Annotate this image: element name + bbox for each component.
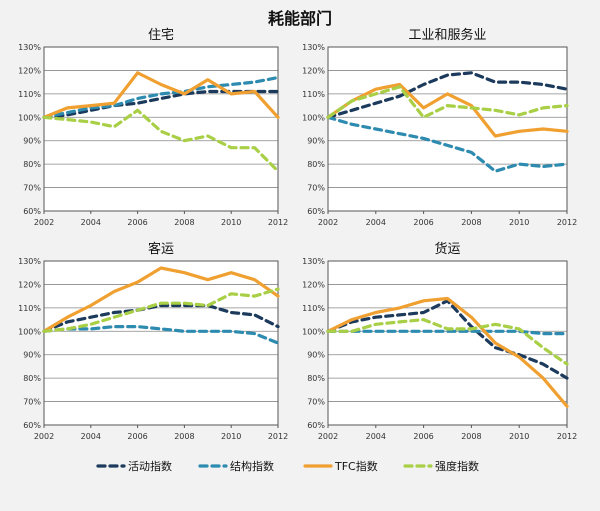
y-tick-label: 90%: [23, 351, 41, 360]
y-tick-label: 100%: [302, 113, 325, 122]
y-tick-label: 100%: [302, 327, 325, 336]
x-tick-label: 2002: [318, 432, 338, 441]
legend-label-activity: 活动指数: [128, 459, 172, 473]
y-tick-label: 80%: [23, 160, 41, 169]
y-tick-label: 70%: [23, 184, 41, 193]
plot-frame: [43, 46, 279, 212]
panel-title: 客运: [148, 241, 174, 257]
y-tick-label: 120%: [302, 280, 325, 289]
y-tick-label: 90%: [307, 351, 325, 360]
y-tick-label: 100%: [18, 327, 41, 336]
x-tick-label: 2004: [366, 218, 386, 227]
y-tick-label: 120%: [18, 280, 41, 289]
legend-label-intensity: 强度指数: [435, 459, 479, 473]
x-tick-label: 2008: [174, 432, 194, 441]
panel-title: 住宅: [148, 28, 174, 43]
series-line-structure: [326, 115, 569, 173]
y-tick-label: 80%: [307, 160, 325, 169]
y-tick-label: 120%: [18, 66, 41, 75]
series-line-tfc: [42, 71, 280, 119]
x-tick-label: 2006: [413, 218, 433, 227]
y-tick-label: 60%: [307, 207, 325, 216]
x-tick-label: 2004: [366, 432, 386, 441]
series-line-activity: [326, 299, 569, 380]
y-tick-label: 90%: [307, 137, 325, 146]
x-tick-label: 2012: [557, 432, 577, 441]
y-tick-label: 70%: [307, 184, 325, 193]
legend-label-tfc: TFC指数: [334, 459, 378, 473]
x-tick-label: 2002: [34, 218, 54, 227]
plot-frame: [327, 46, 568, 212]
x-tick-label: 2012: [557, 218, 577, 227]
series-line-tfc: [326, 82, 569, 138]
y-tick-label: 70%: [23, 398, 41, 407]
y-tick-label: 120%: [302, 66, 325, 75]
x-tick-label: 2002: [318, 218, 338, 227]
legend: 活动指数 结构指数 TFC指数 强度指数: [96, 459, 479, 473]
y-tick-label: 110%: [302, 304, 325, 313]
y-tick-label: 90%: [23, 137, 41, 146]
panel-freight-transport: 货运 60% 70% 80% 90% 100% 110% 120% 130% 2002 2004 20…: [302, 241, 577, 441]
y-tick-label: 80%: [307, 374, 325, 383]
x-tick-label: 2004: [81, 432, 101, 441]
main-title: 耗能部门: [268, 9, 332, 28]
y-tick-label: 130%: [18, 43, 41, 52]
y-tick-label: 60%: [23, 207, 41, 216]
series-line-structure: [42, 75, 280, 119]
x-tick-label: 2010: [221, 432, 241, 441]
plot-area: [44, 261, 278, 425]
x-tick-label: 2006: [413, 432, 433, 441]
x-tick-label: 2004: [81, 218, 101, 227]
y-tick-label: 80%: [23, 374, 41, 383]
y-tick-label: 60%: [23, 421, 41, 430]
x-tick-label: 2010: [509, 432, 529, 441]
y-tick-label: 130%: [18, 257, 41, 266]
x-tick-label: 2008: [461, 218, 481, 227]
panel-industry-services: 工业和服务业 60% 70% 80% 90% 100% 110% 120% 130% 2002 20…: [302, 27, 577, 227]
plot-area: [328, 261, 567, 425]
y-tick-label: 110%: [302, 90, 325, 99]
y-tick-label: 110%: [18, 90, 41, 99]
series-line-activity: [326, 71, 569, 119]
series-line-intensity: [326, 85, 569, 119]
x-tick-label: 2002: [34, 432, 54, 441]
series-line-activity: [42, 303, 280, 333]
x-tick-label: 2006: [127, 218, 147, 227]
x-tick-label: 2010: [509, 218, 529, 227]
series-line-intensity: [326, 318, 569, 366]
x-tick-label: 2012: [268, 218, 288, 227]
y-tick-label: 60%: [307, 421, 325, 430]
plot-area: [44, 47, 278, 211]
x-tick-label: 2010: [221, 218, 241, 227]
series-line-tfc: [326, 296, 569, 408]
panel-title: 货运: [434, 241, 460, 257]
y-tick-label: 130%: [302, 43, 325, 52]
y-tick-label: 100%: [18, 113, 41, 122]
series-line-structure: [42, 325, 280, 345]
x-tick-label: 2008: [174, 218, 194, 227]
series-line-structure: [326, 329, 569, 336]
panel-title: 工业和服务业: [408, 27, 486, 43]
y-tick-label: 70%: [307, 398, 325, 407]
x-tick-label: 2012: [268, 432, 288, 441]
y-tick-label: 130%: [302, 257, 325, 266]
series-line-intensity: [42, 287, 280, 333]
panel-passenger-transport: 客运 60% 70% 80% 90% 100% 110% 120% 130% 2002 2004 20…: [18, 241, 288, 441]
legend-label-structure: 结构指数: [230, 459, 274, 473]
x-tick-label: 2006: [127, 432, 147, 441]
series-line-intensity: [42, 108, 280, 173]
x-tick-label: 2008: [461, 432, 481, 441]
panel-residential: 住宅 60% 70% 80% 90% 100% 110% 120% 130% 2002 2004 20…: [18, 28, 288, 227]
plot-frame: [327, 260, 568, 426]
y-tick-label: 110%: [18, 304, 41, 313]
series-line-tfc: [42, 266, 280, 333]
